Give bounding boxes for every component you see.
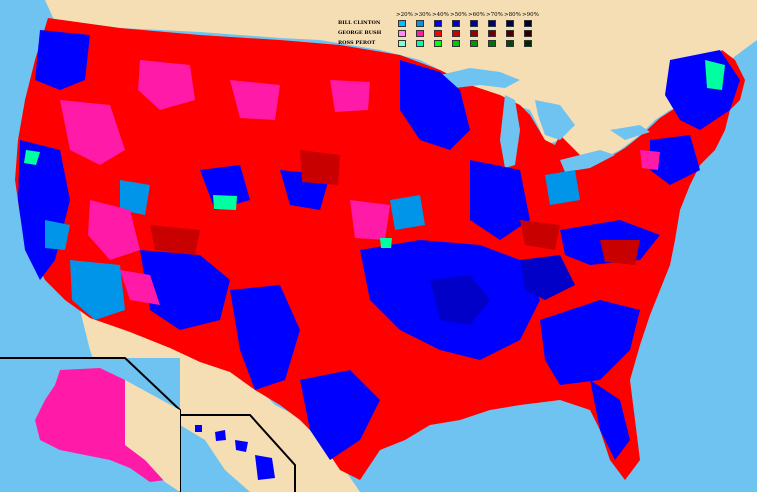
legend-swatch: [452, 20, 460, 27]
legend-threshold: >70%: [486, 12, 503, 18]
canada-land: [45, 0, 757, 170]
bush-dark-regions: [150, 150, 640, 265]
clinton-weak-regions: [45, 170, 580, 320]
legend-swatch: [416, 40, 424, 47]
legend-swatch: [398, 30, 406, 37]
legend-swatch: [416, 30, 424, 37]
lake-erie: [560, 150, 615, 172]
legend-swatch: [434, 20, 442, 27]
legend-swatch: [524, 40, 532, 47]
legend-threshold: >40%: [432, 12, 449, 18]
lake-superior: [440, 68, 520, 88]
legend-swatch: [434, 30, 442, 37]
alaska-land: [35, 368, 165, 482]
clinton-regions: [18, 30, 740, 460]
legend-swatch: [488, 40, 496, 47]
legend-swatch: [488, 30, 496, 37]
legend-swatch: [524, 30, 532, 37]
legend-swatch: [452, 40, 460, 47]
legend-swatch: [416, 20, 424, 27]
lake-ontario: [610, 125, 650, 140]
legend-threshold: >20%: [396, 12, 413, 18]
legend-threshold: >30%: [414, 12, 431, 18]
legend-threshold: >80%: [504, 12, 521, 18]
legend-threshold: >60%: [468, 12, 485, 18]
lake-huron: [535, 100, 575, 140]
legend-candidate-label: ROSS PEROT: [338, 40, 376, 46]
legend-swatch: [470, 30, 478, 37]
legend-candidate-label: GEORGE BUSH: [338, 30, 382, 36]
legend-swatch: [434, 40, 442, 47]
legend-swatch: [398, 20, 406, 27]
bush-weak-regions: [60, 60, 660, 305]
legend-swatch: [398, 40, 406, 47]
legend-swatch: [506, 40, 514, 47]
legend-swatch: [524, 20, 532, 27]
alaska-inset: [0, 357, 181, 492]
legend-swatch: [488, 20, 496, 27]
hawaii-inset: [180, 414, 296, 492]
perot-regions: [24, 60, 725, 248]
legend-swatch: [470, 40, 478, 47]
lake-michigan: [500, 95, 520, 168]
legend-candidate-label: BILL CLINTON: [338, 20, 381, 26]
legend-swatch: [452, 30, 460, 37]
legend-swatch: [506, 20, 514, 27]
legend-threshold: >50%: [450, 12, 467, 18]
legend-swatch: [506, 30, 514, 37]
legend-swatch: [470, 20, 478, 27]
legend-threshold: >90%: [522, 12, 539, 18]
